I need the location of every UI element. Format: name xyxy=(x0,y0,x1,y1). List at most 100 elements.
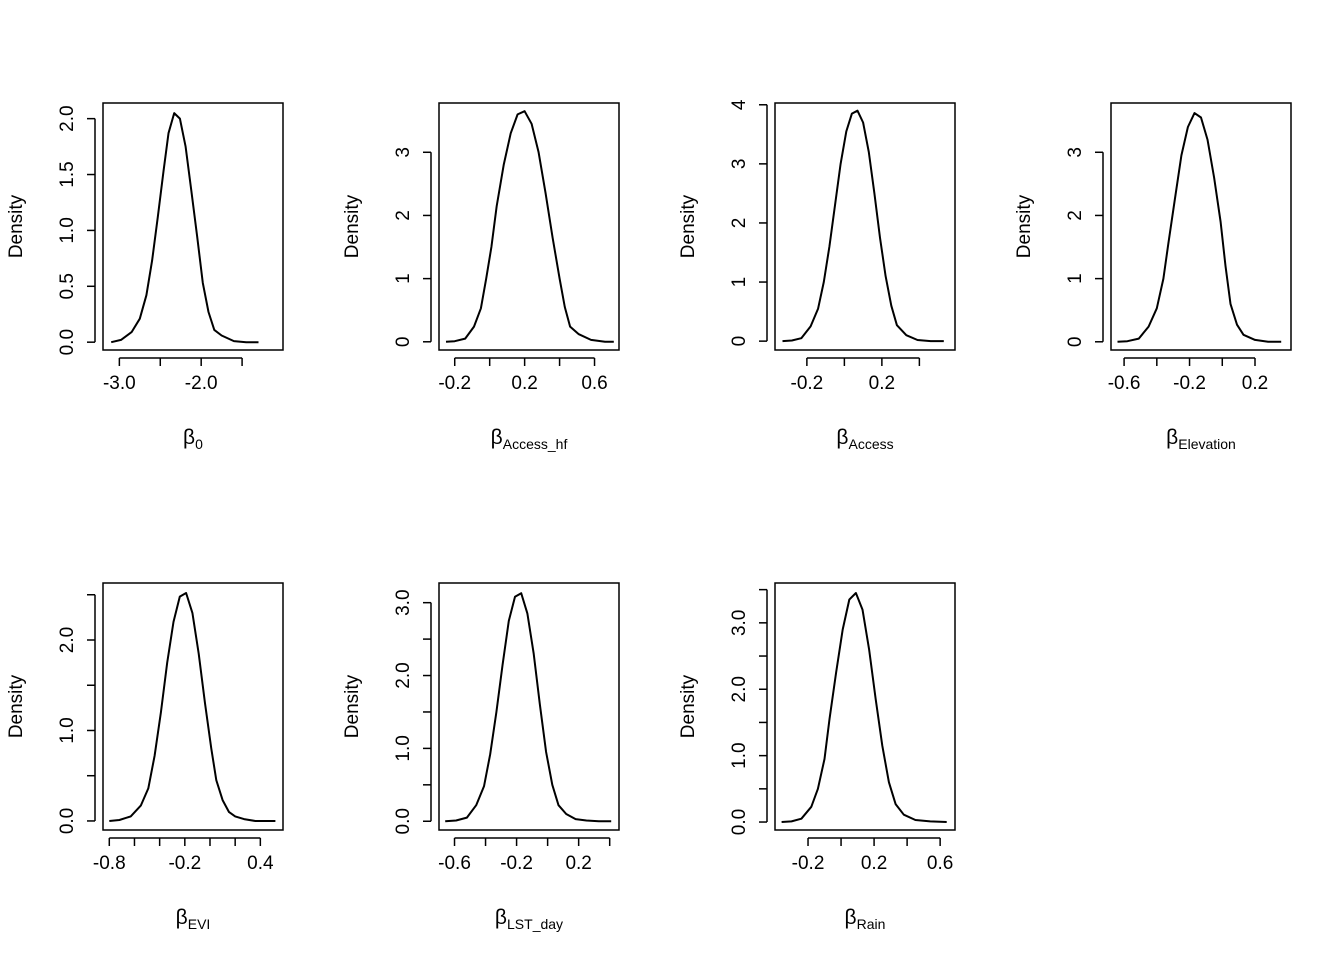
x-tick-label: 0.2 xyxy=(511,373,537,394)
y-axis: 0.0 1.0 2.0 3.0 xyxy=(729,588,768,835)
density-panel: -0.6 -0.2 0.2 0.0 1.0 2.0 3.0 Density βLST_day xyxy=(342,582,620,932)
x-axis-title-subscript: Elevation xyxy=(1178,436,1236,452)
x-axis-title: βAccess xyxy=(836,426,893,452)
x-tick-label: -0.6 xyxy=(438,853,471,874)
y-tick-label: 0.5 xyxy=(57,273,78,299)
x-tick-label: 0.2 xyxy=(861,853,887,874)
x-axis-title-subscript: Access xyxy=(848,436,893,452)
y-tick-label: 0.0 xyxy=(729,809,750,835)
y-axis-title: Density xyxy=(6,194,27,258)
y-axis-title: Density xyxy=(6,674,27,738)
x-tick-label: -0.6 xyxy=(1108,373,1141,394)
y-axis-title: Density xyxy=(1014,194,1035,258)
x-axis-title: βRain xyxy=(845,906,886,932)
y-axis-title: Density xyxy=(342,194,363,258)
density-panel: -0.2 0.2 0.6 0 1 2 3 Density βAccess_hf xyxy=(342,102,620,452)
x-tick-label: -0.2 xyxy=(1173,373,1206,394)
x-tick-label: -0.2 xyxy=(791,373,824,394)
y-axis: 0 1 2 3 xyxy=(1065,147,1104,347)
x-axis: -0.2 0.2 xyxy=(791,357,921,394)
density-panel: -0.2 0.2 0 1 2 3 4 Density βAccess xyxy=(678,99,956,452)
y-tick-label: 2.0 xyxy=(729,676,750,702)
y-tick-label: 0 xyxy=(1065,336,1086,347)
x-axis: -0.6 -0.2 0.2 xyxy=(1108,357,1268,394)
x-tick-label: -0.2 xyxy=(168,853,201,874)
x-axis: -0.8 -0.2 0.4 xyxy=(93,837,274,874)
x-tick-label: 0.6 xyxy=(927,853,953,874)
x-axis-title-symbol: β xyxy=(845,906,857,929)
y-tick-label: 1.0 xyxy=(57,717,78,743)
x-axis-title: βElevation xyxy=(1166,426,1236,452)
x-axis-title-subscript: Rain xyxy=(857,916,886,932)
plot-frame xyxy=(102,582,284,831)
y-axis-title: Density xyxy=(342,674,363,738)
x-tick-label: -0.8 xyxy=(93,853,126,874)
y-tick-label: 3 xyxy=(729,159,750,170)
plot-frame xyxy=(438,102,620,351)
y-tick-label: 2 xyxy=(393,210,414,221)
plot-frame xyxy=(102,102,284,351)
plot-frame xyxy=(774,102,956,351)
x-axis: -0.2 0.2 0.6 xyxy=(438,357,608,394)
density-panel: -0.2 0.2 0.6 0.0 1.0 2.0 3.0 Density βRain xyxy=(678,582,956,932)
y-tick-label: 4 xyxy=(729,99,750,110)
y-tick-label: 1 xyxy=(1065,273,1086,284)
x-tick-label: -0.2 xyxy=(792,853,825,874)
x-tick-label: 0.6 xyxy=(581,373,607,394)
y-tick-label: 2.0 xyxy=(393,662,414,688)
y-tick-label: 3.0 xyxy=(729,610,750,636)
x-axis-title-subscript: EVI xyxy=(188,916,211,932)
y-tick-label: 1.5 xyxy=(57,161,78,187)
y-tick-label: 3.0 xyxy=(393,589,414,615)
y-tick-label: 1.0 xyxy=(729,742,750,768)
x-axis-title-subscript: 0 xyxy=(195,436,203,452)
density-curve xyxy=(782,109,944,343)
y-axis: 0.0 1.0 2.0 3.0 xyxy=(393,589,432,834)
density-curve xyxy=(109,592,276,822)
x-axis-title: βEVI xyxy=(176,906,211,932)
y-axis: 0.0 1.0 2.0 xyxy=(57,594,96,834)
y-tick-label: 2 xyxy=(1065,210,1086,221)
y-tick-label: 0.0 xyxy=(393,808,414,834)
x-axis-title-symbol: β xyxy=(491,426,503,449)
x-axis-title-symbol: β xyxy=(495,906,507,929)
y-axis: 0.0 0.5 1.0 1.5 2.0 xyxy=(57,105,96,355)
density-panel: -3.0 -2.0 0.0 0.5 1.0 1.5 2.0 Density β0 xyxy=(6,102,284,452)
x-tick-label: -0.2 xyxy=(438,373,471,394)
y-tick-label: 3 xyxy=(393,147,414,158)
x-axis-title: β0 xyxy=(183,426,203,452)
x-tick-label: -3.0 xyxy=(103,373,136,394)
y-tick-label: 0 xyxy=(393,336,414,347)
density-panel: -0.6 -0.2 0.2 0 1 2 3 Density βElevation xyxy=(1014,102,1292,452)
y-tick-label: 2.0 xyxy=(57,627,78,653)
y-tick-label: 2 xyxy=(729,218,750,229)
x-axis-title: βLST_day xyxy=(495,906,563,932)
y-tick-label: 2.0 xyxy=(57,105,78,131)
plot-frame xyxy=(438,582,620,831)
plot-frame xyxy=(1110,102,1292,351)
x-axis: -0.2 0.2 0.6 xyxy=(792,837,953,874)
x-axis-title: βAccess_hf xyxy=(491,426,568,452)
density-curve xyxy=(1117,112,1282,343)
x-axis-title-subscript: LST_day xyxy=(507,916,563,932)
y-tick-label: 3 xyxy=(1065,147,1086,158)
x-axis-title-symbol: β xyxy=(836,426,848,449)
x-tick-label: 0.2 xyxy=(565,853,591,874)
x-axis-title-symbol: β xyxy=(176,906,188,929)
density-curve xyxy=(110,112,259,344)
y-axis: 0 1 2 3 xyxy=(393,147,432,347)
y-tick-label: 1.0 xyxy=(57,217,78,243)
x-tick-label: -2.0 xyxy=(185,373,218,394)
y-tick-label: 0 xyxy=(729,336,750,347)
y-axis-title: Density xyxy=(678,194,699,258)
x-axis: -3.0 -2.0 xyxy=(103,357,243,394)
density-panel: -0.8 -0.2 0.4 0.0 1.0 2.0 Density βEVI xyxy=(6,582,284,932)
y-tick-label: 1.0 xyxy=(393,735,414,761)
x-axis-title-symbol: β xyxy=(1166,426,1178,449)
y-tick-label: 1 xyxy=(393,273,414,284)
y-axis-title: Density xyxy=(678,674,699,738)
y-tick-label: 1 xyxy=(729,277,750,288)
x-tick-label: 0.4 xyxy=(247,853,274,874)
x-axis: -0.6 -0.2 0.2 xyxy=(438,837,611,874)
